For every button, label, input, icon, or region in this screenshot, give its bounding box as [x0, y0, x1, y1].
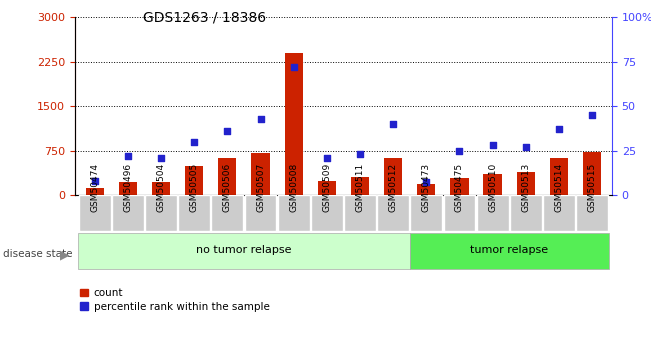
Point: [156, 155, 166, 160]
Text: GDS1263 / 18386: GDS1263 / 18386: [143, 10, 266, 24]
Text: GSM50513: GSM50513: [521, 163, 531, 212]
FancyBboxPatch shape: [79, 195, 111, 231]
FancyBboxPatch shape: [245, 195, 277, 231]
Bar: [318, 181, 336, 195]
Point: [90, 178, 100, 184]
Point: [222, 128, 232, 134]
Bar: [284, 53, 303, 195]
Text: GSM50515: GSM50515: [588, 163, 596, 212]
Bar: [583, 152, 601, 195]
Text: GSM50474: GSM50474: [90, 163, 99, 212]
Text: GSM50496: GSM50496: [124, 163, 132, 212]
Text: GSM50473: GSM50473: [422, 163, 431, 212]
Bar: [417, 184, 436, 195]
FancyBboxPatch shape: [477, 195, 508, 231]
FancyBboxPatch shape: [510, 195, 542, 231]
Point: [421, 180, 432, 185]
Text: GSM50510: GSM50510: [488, 163, 497, 212]
Text: tumor relapse: tumor relapse: [470, 245, 548, 255]
FancyBboxPatch shape: [377, 195, 409, 231]
Point: [587, 112, 597, 118]
FancyBboxPatch shape: [410, 195, 442, 231]
Text: GSM50504: GSM50504: [156, 163, 165, 212]
FancyBboxPatch shape: [443, 195, 475, 231]
FancyBboxPatch shape: [311, 195, 342, 231]
Bar: [351, 177, 369, 195]
Point: [355, 151, 365, 157]
FancyBboxPatch shape: [278, 195, 310, 231]
FancyBboxPatch shape: [78, 233, 409, 269]
Point: [554, 126, 564, 132]
FancyBboxPatch shape: [576, 195, 608, 231]
Text: GSM50511: GSM50511: [355, 163, 365, 212]
FancyBboxPatch shape: [344, 195, 376, 231]
Bar: [384, 158, 402, 195]
Legend: count, percentile rank within the sample: count, percentile rank within the sample: [80, 288, 270, 312]
Text: GSM50507: GSM50507: [256, 163, 265, 212]
Text: GSM50508: GSM50508: [289, 163, 298, 212]
Point: [454, 148, 465, 153]
Bar: [517, 172, 535, 195]
Text: no tumor relapse: no tumor relapse: [196, 245, 292, 255]
FancyBboxPatch shape: [112, 195, 144, 231]
Bar: [152, 183, 170, 195]
FancyBboxPatch shape: [543, 195, 575, 231]
Bar: [185, 167, 203, 195]
Bar: [550, 158, 568, 195]
Bar: [251, 154, 270, 195]
Bar: [450, 178, 469, 195]
Bar: [218, 158, 236, 195]
FancyBboxPatch shape: [212, 195, 243, 231]
Point: [488, 142, 498, 148]
FancyBboxPatch shape: [145, 195, 177, 231]
Text: GSM50514: GSM50514: [555, 163, 563, 212]
Point: [388, 121, 398, 127]
Text: ▶: ▶: [61, 248, 70, 261]
Text: GSM50505: GSM50505: [189, 163, 199, 212]
Text: GSM50506: GSM50506: [223, 163, 232, 212]
FancyBboxPatch shape: [409, 233, 609, 269]
Point: [189, 139, 199, 144]
Point: [255, 116, 266, 121]
Text: disease state: disease state: [3, 249, 73, 258]
Text: GSM50475: GSM50475: [455, 163, 464, 212]
Bar: [86, 188, 104, 195]
Text: GSM50512: GSM50512: [389, 163, 398, 212]
Text: GSM50509: GSM50509: [322, 163, 331, 212]
Point: [122, 153, 133, 159]
Bar: [484, 174, 502, 195]
Point: [521, 144, 531, 150]
Point: [322, 155, 332, 160]
FancyBboxPatch shape: [178, 195, 210, 231]
Bar: [118, 182, 137, 195]
Point: [288, 64, 299, 70]
